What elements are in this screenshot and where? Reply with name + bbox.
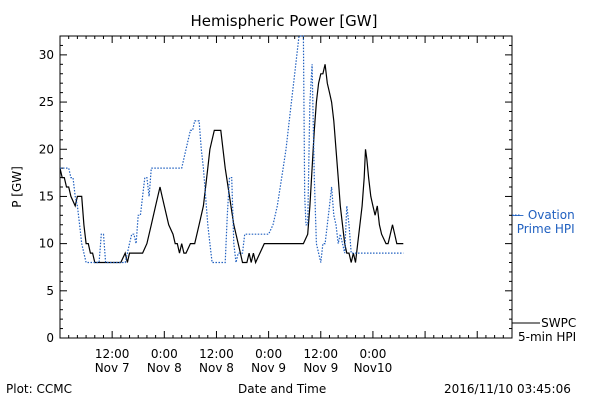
- legend-swpc-line1: SWPC: [541, 316, 577, 330]
- series-layer: [59, 35, 404, 265]
- x-tick-label: 12:00: [199, 347, 234, 361]
- y-tick-label: 25: [39, 95, 54, 109]
- x-tick-label-date: Nov 7: [95, 361, 130, 375]
- legend-swpc: SWPC 5-min HPI: [518, 316, 576, 344]
- series-line-0: [59, 64, 404, 265]
- y-tick-label: 5: [46, 284, 54, 298]
- legend-marks: [512, 214, 540, 324]
- x-tick-label-date: Nov 8: [147, 361, 182, 375]
- footer-plot-source: Plot: CCMC: [6, 382, 72, 396]
- legend-ovation-line2: Prime HPI: [516, 222, 575, 236]
- x-tick-label-date: Nov 8: [199, 361, 234, 375]
- x-axis-label: Date and Time: [238, 382, 327, 396]
- y-tick-label: 20: [39, 142, 54, 156]
- x-tick-label: 12:00: [303, 347, 338, 361]
- series-line-1: [60, 35, 404, 264]
- plot-frame: [59, 35, 513, 339]
- x-tick-label: 12:00: [95, 347, 130, 361]
- legend-ovation: — Ovation Prime HPI: [512, 208, 575, 236]
- chart-title: Hemispheric Power [GW]: [190, 12, 378, 30]
- legend-ovation-line1: — Ovation: [512, 208, 575, 222]
- x-tick-label: 0:00: [151, 347, 178, 361]
- x-tick-label-date: Nov10: [354, 361, 393, 375]
- footer-timestamp: 2016/11/10 03:45:06: [444, 382, 571, 396]
- y-tick-label: 0: [46, 331, 54, 345]
- y-axis: 0 5 10 15 20 25 30: [39, 35, 512, 345]
- x-tick-label-date: Nov 9: [251, 361, 286, 375]
- y-tick-label: 10: [39, 237, 54, 251]
- y-tick-label: 15: [39, 189, 54, 203]
- x-tick-label-date: Nov 9: [303, 361, 338, 375]
- y-tick-label: 30: [39, 48, 54, 62]
- x-tick-label: 0:00: [255, 347, 282, 361]
- legend-swpc-line2: 5-min HPI: [518, 330, 577, 344]
- x-tick-label: 0:00: [359, 347, 386, 361]
